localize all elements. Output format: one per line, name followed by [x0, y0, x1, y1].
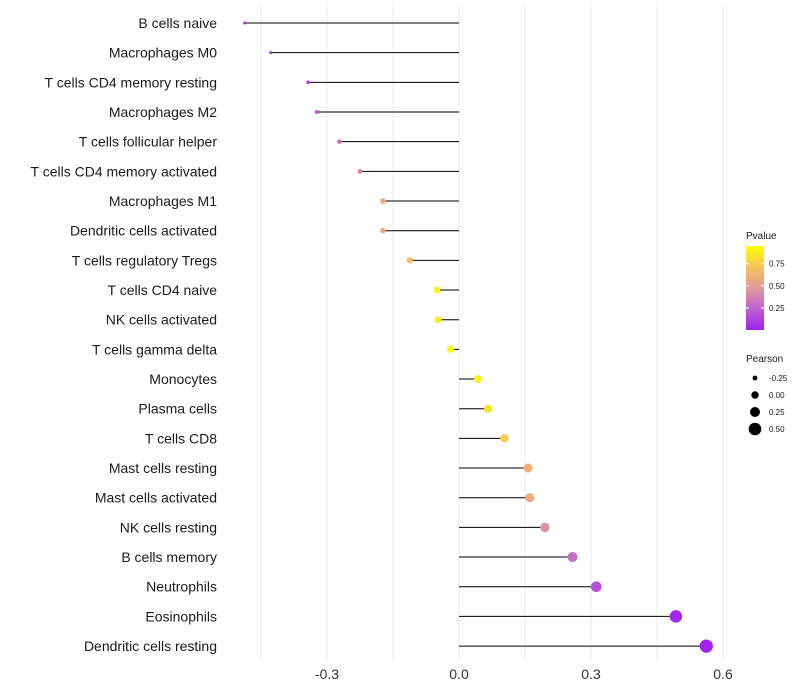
data-point — [446, 345, 454, 353]
colorbar-tick-label: 0.50 — [769, 282, 785, 291]
data-point — [314, 109, 319, 115]
pvalue-legend-title: Pvalue — [746, 231, 777, 242]
data-point — [433, 286, 441, 294]
data-point — [699, 639, 713, 653]
category-label: T cells CD8 — [145, 430, 217, 446]
data-point — [357, 168, 363, 174]
category-label: Neutrophils — [146, 579, 217, 595]
size-legend-label: 0.25 — [769, 408, 785, 417]
category-label: T cells CD4 memory activated — [31, 163, 217, 179]
data-point — [406, 257, 413, 264]
data-point — [380, 227, 386, 234]
data-point — [483, 404, 493, 413]
category-label: T cells regulatory Tregs — [72, 252, 217, 268]
data-point — [337, 139, 342, 144]
category-label: B cells naive — [138, 15, 217, 31]
category-label: Plasma cells — [138, 401, 217, 417]
data-point — [269, 51, 273, 55]
size-legend-key — [751, 391, 759, 399]
category-label: Macrophages M2 — [109, 104, 217, 120]
data-point — [540, 522, 550, 533]
pearson-legend: Pearson -0.25 0.00 0.25 0.50 — [746, 354, 788, 436]
x-tick-label: 0.0 — [449, 666, 469, 682]
category-label: Dendritic cells resting — [84, 638, 217, 654]
category-labels: B cells naive Macrophages M0 T cells CD4 m… — [31, 15, 218, 654]
size-legend-label: -0.25 — [769, 374, 788, 383]
stems — [244, 22, 707, 647]
category-label: Mast cells resting — [109, 460, 217, 476]
x-tick-label: 0.6 — [713, 666, 733, 682]
size-legend-key — [752, 375, 758, 381]
category-label: Mast cells activated — [95, 490, 217, 506]
data-point — [434, 316, 442, 324]
data-point — [243, 21, 247, 25]
data-point — [380, 198, 386, 204]
size-legend-label: 0.00 — [769, 391, 785, 400]
x-tick-label: 0.3 — [581, 666, 601, 682]
category-label: T cells CD4 naive — [108, 282, 218, 298]
data-point — [567, 552, 578, 563]
size-legend-key — [750, 407, 760, 417]
data-point — [525, 493, 535, 503]
category-label: B cells memory — [121, 549, 217, 565]
colorbar-tick-label: 0.75 — [769, 260, 785, 269]
category-label: Macrophages M0 — [109, 45, 217, 61]
grid-lines — [260, 5, 724, 662]
category-label: Macrophages M1 — [109, 193, 217, 209]
data-point — [306, 80, 310, 85]
pvalue-legend: Pvalue 0.75 0.50 0.25 — [746, 231, 785, 330]
size-legend-key — [748, 422, 762, 436]
data-point — [473, 375, 482, 383]
x-axis-ticks: -0.3 0.0 0.3 0.6 — [315, 666, 733, 682]
data-point — [500, 434, 509, 443]
category-label: NK cells activated — [106, 312, 217, 328]
size-legend-label: 0.50 — [769, 425, 785, 434]
category-label: T cells gamma delta — [92, 341, 217, 357]
category-label: T cells follicular helper — [79, 134, 218, 150]
category-label: NK cells resting — [120, 519, 217, 535]
category-label: Monocytes — [149, 371, 217, 387]
pearson-legend-title: Pearson — [746, 354, 783, 365]
category-label: Dendritic cells activated — [70, 223, 217, 239]
data-point — [669, 610, 683, 623]
data-point — [590, 581, 602, 593]
category-label: Eosinophils — [145, 608, 217, 624]
colorbar-tick-label: 0.25 — [769, 304, 785, 313]
x-tick-label: -0.3 — [315, 666, 339, 682]
points — [243, 21, 713, 653]
pvalue-colorbar — [746, 246, 764, 330]
data-point — [523, 463, 533, 473]
category-label: T cells CD4 memory resting — [45, 74, 217, 90]
